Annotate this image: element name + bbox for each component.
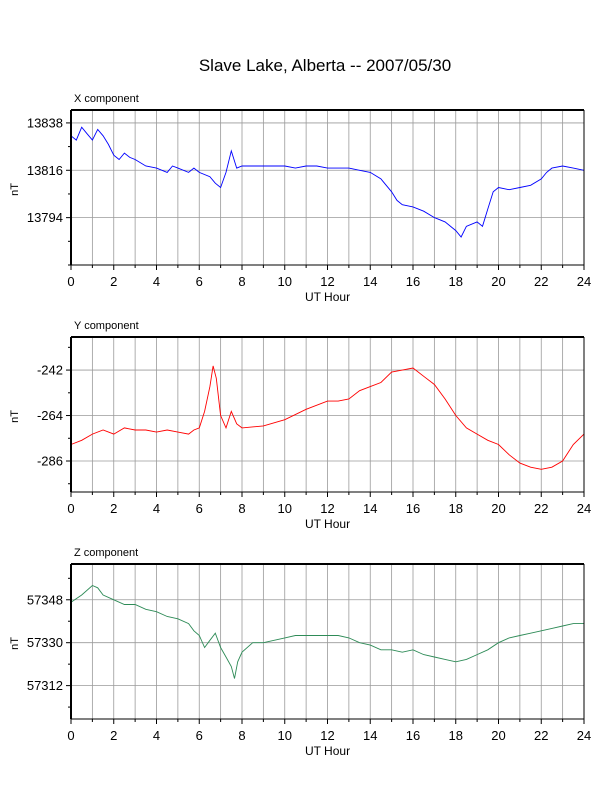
x-tick-label: 18: [449, 728, 463, 743]
y-tick-label: -264: [37, 408, 63, 423]
x-tick-label: 6: [196, 728, 203, 743]
x-tick-label: 14: [363, 728, 377, 743]
x-tick-label: 2: [110, 728, 117, 743]
x-tick-label: 22: [534, 728, 548, 743]
x-tick-label: 24: [577, 274, 591, 289]
y-axis-label: nT: [9, 637, 21, 650]
series-line-1: [70, 584, 584, 679]
y-tick-label: -286: [37, 454, 63, 469]
x-tick-label: 8: [238, 728, 245, 743]
x-tick-label: 16: [406, 501, 420, 516]
x-tick-label: 8: [238, 501, 245, 516]
x-tick-label: 12: [320, 274, 334, 289]
y-tick-label: -242: [37, 363, 63, 378]
x-tick-label: 0: [67, 274, 74, 289]
panel-label: Z component: [74, 547, 138, 559]
x-tick-label: 4: [153, 274, 160, 289]
x-tick-label: 10: [278, 728, 292, 743]
x-tick-label: 14: [363, 274, 377, 289]
y-tick-label: 13838: [27, 115, 63, 130]
x-axis-label: UT Hour: [305, 290, 350, 304]
x-tick-label: 24: [577, 728, 591, 743]
x-tick-label: 4: [153, 501, 160, 516]
x-tick-label: 12: [320, 501, 334, 516]
panel-label: Y component: [74, 320, 139, 332]
x-tick-label: 2: [110, 501, 117, 516]
x-tick-label: 8: [238, 274, 245, 289]
x-tick-label: 16: [406, 728, 420, 743]
x-tick-label: 18: [449, 274, 463, 289]
x-tick-label: 10: [278, 274, 292, 289]
x-tick-label: 24: [577, 501, 591, 516]
y-tick-label: 13816: [27, 163, 63, 178]
y-tick-label: 57312: [27, 678, 63, 693]
y-axis-label: nT: [9, 410, 21, 423]
x-axis-label: UT Hour: [305, 744, 350, 758]
x-tick-label: 16: [406, 274, 420, 289]
chart-title: Slave Lake, Alberta -- 2007/05/30: [198, 56, 452, 75]
x-tick-label: 12: [320, 728, 334, 743]
x-tick-label: 22: [534, 274, 548, 289]
x-tick-label: 20: [491, 501, 505, 516]
x-tick-label: 0: [67, 728, 74, 743]
series-line-1: [70, 365, 585, 470]
x-tick-label: 20: [491, 274, 505, 289]
x-tick-label: 18: [449, 501, 463, 516]
series-line-1: [70, 126, 585, 238]
y-axis-label: nT: [9, 183, 21, 196]
x-tick-label: 6: [196, 501, 203, 516]
x-tick-label: 4: [153, 728, 160, 743]
x-tick-label: 2: [110, 274, 117, 289]
x-tick-label: 22: [534, 501, 548, 516]
x-tick-label: 0: [67, 501, 74, 516]
x-axis-label: UT Hour: [305, 517, 350, 531]
x-tick-label: 14: [363, 501, 377, 516]
y-tick-label: 13794: [27, 210, 63, 225]
x-tick-label: 10: [278, 501, 292, 516]
x-tick-label: 20: [491, 728, 505, 743]
x-tick-label: 6: [196, 274, 203, 289]
y-tick-label: 57330: [27, 635, 63, 650]
panel-label: X component: [74, 93, 139, 105]
y-tick-label: 57348: [27, 592, 63, 607]
